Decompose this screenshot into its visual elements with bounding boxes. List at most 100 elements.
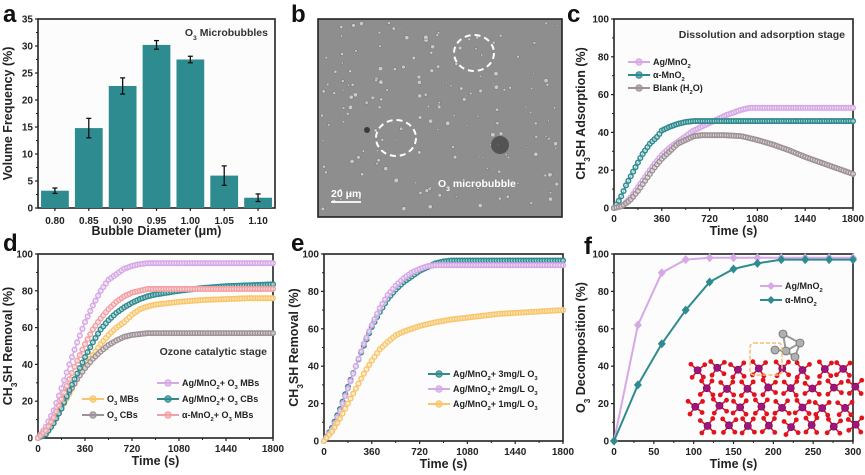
oxygen-atom	[828, 373, 834, 379]
x-tick-label: 1800	[842, 214, 865, 225]
oxygen-atom	[739, 379, 745, 385]
legend-marker	[435, 370, 443, 378]
chart-annotation: O3 Microbubbles	[185, 27, 268, 42]
particle	[462, 97, 467, 102]
particle	[324, 56, 328, 60]
oxygen-atom	[721, 359, 727, 365]
x-tick-label: 1440	[504, 447, 527, 458]
legend-entry: Ag/MnO2+ O3 MBs	[157, 378, 259, 391]
legend-marker	[435, 400, 443, 408]
manganese-atom	[725, 421, 733, 430]
particle	[321, 89, 326, 94]
y-tick-label: 20	[598, 166, 610, 177]
particle	[322, 164, 326, 169]
x-tick-label: 1080	[168, 444, 191, 455]
oxygen-atom	[858, 429, 864, 435]
oxygen-atom	[763, 360, 768, 365]
data-point	[269, 330, 277, 337]
text-part: O	[438, 178, 446, 190]
text-part: α-MnO	[785, 295, 814, 305]
text-part: Blank (H	[653, 83, 690, 93]
particle	[401, 206, 407, 211]
text-part: CBs	[117, 410, 138, 420]
panel-label-e: e	[291, 230, 304, 257]
data-point	[825, 255, 834, 265]
data-point	[331, 424, 338, 431]
particle	[361, 149, 365, 153]
y-axis-label: CH3SH Removal (%)	[287, 288, 305, 406]
data-point	[350, 370, 357, 377]
y-tick-label: 40	[598, 128, 610, 139]
data-point	[633, 380, 642, 390]
plot-frame	[323, 253, 564, 442]
legend-marker	[164, 411, 172, 419]
x-tick-label: 1.05	[214, 216, 234, 227]
particle	[424, 188, 429, 193]
subscript: 2	[488, 406, 492, 412]
particle	[423, 92, 428, 97]
text-part: SH Adsorption (%)	[574, 47, 588, 157]
data-point	[777, 255, 786, 265]
manganese-atom	[754, 364, 763, 373]
data-point	[849, 170, 857, 178]
oxygen-atom	[711, 410, 717, 416]
data-point	[342, 393, 349, 400]
legend-marker	[164, 395, 172, 403]
data-point	[269, 260, 277, 267]
data-point	[74, 339, 81, 346]
scale-bar-label: 20 μm	[331, 188, 361, 200]
oxygen-atom	[838, 418, 844, 424]
particle	[481, 156, 485, 159]
data-point	[84, 336, 91, 343]
panel-d-removal-chart: 0 20 40 60 80 100 0 360 720 1080 1440 1800 Time (s) C…	[1, 250, 285, 469]
subscript: 3	[114, 417, 118, 423]
text-part: CH	[574, 162, 588, 180]
oxygen-atom	[825, 378, 831, 384]
data-point	[87, 331, 94, 338]
particle	[449, 84, 453, 88]
legend-entry: O3 MBs	[82, 394, 139, 407]
legend-label: α-MnO2	[785, 295, 818, 308]
oxygen-atom	[751, 392, 757, 398]
legend-marker	[767, 282, 775, 290]
manganese-atom	[715, 401, 724, 410]
particle	[445, 81, 448, 85]
particle	[437, 31, 441, 35]
legend-label: α-MnO2+ O3 MBs	[182, 410, 253, 423]
panel-c-adsorption-chart: 0 20 40 60 80 100 0 360 720 1080 1440 1800 Time (s) C…	[574, 15, 865, 239]
manganese-atom	[703, 422, 712, 430]
oxygen-atom	[721, 371, 727, 377]
data-point	[634, 159, 641, 166]
x-tick-label: 0.95	[147, 216, 167, 227]
oxygen-atom	[761, 373, 767, 379]
oxygen-atom	[700, 399, 705, 404]
particle	[429, 186, 432, 189]
subscript: 2	[814, 302, 818, 308]
particle	[437, 105, 442, 110]
panel-label-b: b	[291, 1, 306, 28]
x-tick-label: 1800	[262, 444, 285, 455]
oxygen-atom	[730, 374, 736, 380]
chart-annotation: Ozone catalytic stage	[160, 346, 268, 358]
data-point	[339, 410, 346, 417]
particle	[543, 173, 547, 178]
oxygen-atom	[847, 360, 853, 366]
particle	[321, 139, 325, 143]
oxygen-atom	[859, 415, 865, 421]
text-part: MBs	[232, 410, 254, 420]
oxygen-atom	[730, 379, 736, 385]
legend-label: O3 MBs	[107, 394, 139, 407]
text-part: + O	[214, 410, 229, 420]
oxygen-atom	[709, 378, 715, 384]
particle	[393, 177, 399, 183]
particle	[506, 155, 511, 160]
particle	[529, 201, 533, 205]
particle	[435, 33, 439, 37]
oxygen-atom	[812, 400, 818, 405]
silver-atom	[778, 329, 788, 339]
x-tick-label: 200	[765, 447, 782, 458]
chart-annotation: Dissolution and adsorption stage	[679, 29, 845, 41]
particle	[354, 49, 358, 53]
x-tick-label: 150	[725, 447, 742, 458]
particle	[478, 88, 483, 94]
